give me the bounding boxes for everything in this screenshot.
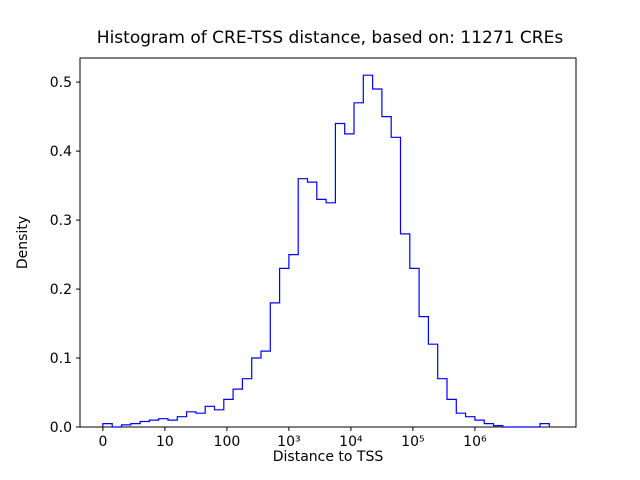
x-tick-label: 10 — [156, 434, 174, 450]
x-tick-label: 10⁵ — [401, 434, 424, 450]
y-tick-label: 0.1 — [50, 351, 72, 367]
x-tick-label: 10⁴ — [339, 434, 363, 450]
chart-title: Histogram of CRE-TSS distance, based on:… — [97, 28, 564, 48]
y-tick-label: 0.2 — [50, 282, 72, 298]
y-axis-label: Density — [15, 216, 31, 269]
x-tick-label: 10³ — [277, 434, 300, 450]
y-tick-label: 0.5 — [50, 75, 72, 91]
x-tick-label: 100 — [214, 434, 241, 450]
x-tick-label: 10⁶ — [463, 434, 487, 450]
x-axis-label: Distance to TSS — [273, 449, 384, 465]
x-tick-label: 0 — [98, 434, 107, 450]
y-tick-label: 0.4 — [50, 144, 72, 160]
axes-frame — [79, 57, 577, 428]
y-tick-label: 0.3 — [50, 213, 72, 229]
y-tick-label: 0.0 — [50, 420, 72, 436]
histogram-step-line — [102, 74, 550, 428]
